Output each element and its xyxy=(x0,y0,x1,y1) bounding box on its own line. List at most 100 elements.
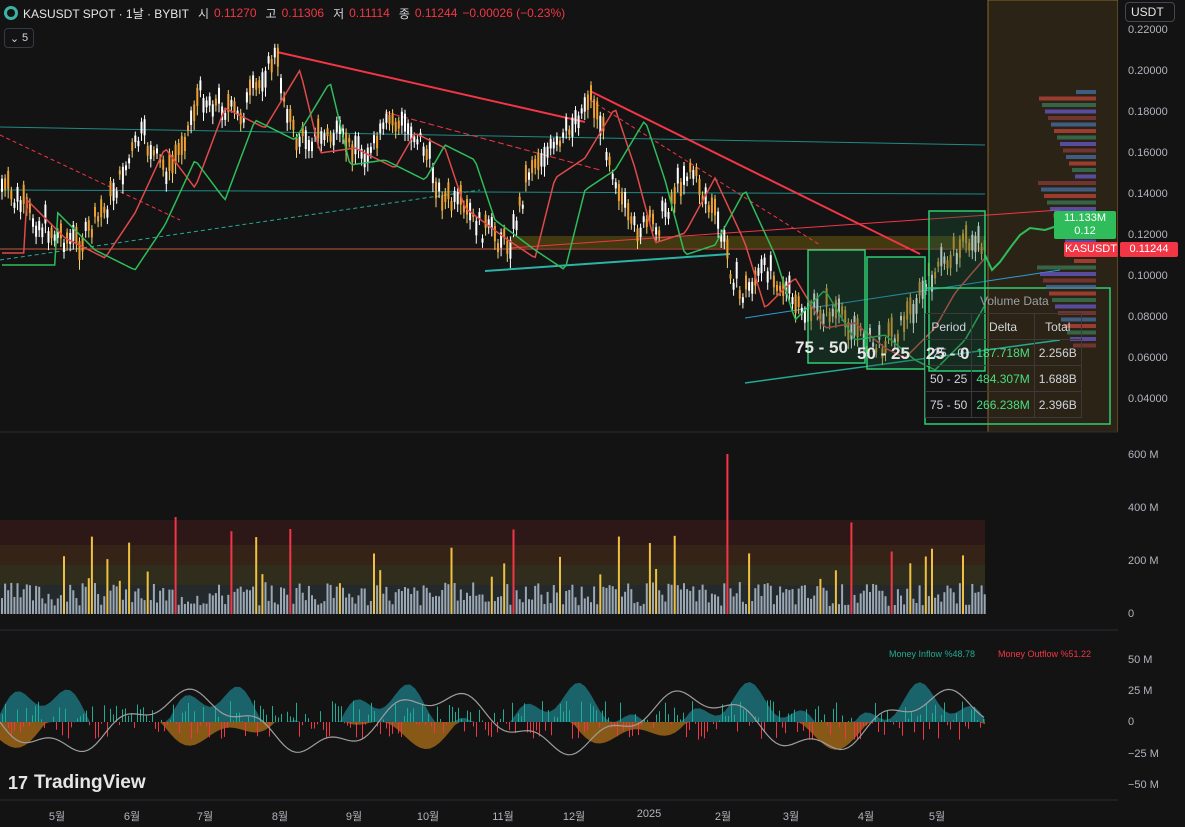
volume-bar xyxy=(199,605,202,614)
candle-body xyxy=(701,195,704,202)
flow-bar xyxy=(869,722,870,723)
volume-bar xyxy=(692,586,695,614)
volume-bar xyxy=(227,594,230,614)
candle-body xyxy=(360,148,363,159)
flow-bar xyxy=(974,706,975,722)
flow-bar xyxy=(239,712,240,722)
flow-bar xyxy=(356,722,357,738)
volume-bar xyxy=(906,588,909,614)
flow-bar xyxy=(629,722,630,738)
volume-bar xyxy=(946,585,949,614)
volume-bar xyxy=(292,603,295,614)
projection-line xyxy=(984,224,1061,272)
volume-bar xyxy=(549,603,552,614)
volume-bar xyxy=(980,585,983,614)
volume-bar xyxy=(385,586,388,614)
volume-bar xyxy=(676,585,679,614)
price-chart[interactable] xyxy=(0,0,1118,827)
candle-body xyxy=(115,191,118,198)
flow-bar xyxy=(683,712,684,722)
candle-body xyxy=(586,94,589,110)
high-value: 0.11306 xyxy=(281,6,325,20)
volume-bar xyxy=(884,596,887,614)
candle-body xyxy=(732,282,735,290)
flow-tick: −50 M xyxy=(1128,779,1159,791)
candle-body xyxy=(78,241,81,261)
flow-bar xyxy=(305,713,306,722)
volume-bar xyxy=(943,592,946,614)
flow-bar xyxy=(155,722,156,729)
volume-bar xyxy=(75,598,78,614)
flow-bar xyxy=(605,701,606,722)
volume-bar xyxy=(896,589,899,614)
flow-bar xyxy=(164,722,165,732)
candle-body xyxy=(4,178,7,190)
flow-bar xyxy=(233,720,234,722)
volume-bar xyxy=(261,574,264,614)
profile-bar xyxy=(1038,181,1096,185)
flow-bar xyxy=(827,722,828,726)
volume-bar xyxy=(754,588,757,614)
profile-bar xyxy=(1047,200,1096,205)
candle-body xyxy=(710,197,713,213)
change-value: −0.00026 (−0.23%) xyxy=(462,6,566,20)
flow-bar xyxy=(584,722,585,733)
candle-body xyxy=(394,121,397,132)
volume-bar xyxy=(276,604,279,614)
volume-bar xyxy=(391,604,394,614)
candle-body xyxy=(174,144,177,165)
flow-bar xyxy=(836,702,837,722)
volume-bar xyxy=(329,584,332,614)
candle-body xyxy=(915,298,918,314)
close-label: 종 xyxy=(398,6,410,21)
flow-bar xyxy=(911,711,912,722)
volume-bar xyxy=(540,594,543,614)
flow-bar xyxy=(260,705,261,722)
tradingview-logo[interactable]: 17 TradingView xyxy=(8,772,146,794)
volume-bar xyxy=(435,595,437,614)
table-row: 25 - 0 187.718M 2.256B xyxy=(924,339,1082,366)
flow-bar xyxy=(746,710,747,722)
currency-button[interactable]: USDT xyxy=(1125,2,1175,22)
flow-bar xyxy=(734,714,735,722)
profile-bar xyxy=(1045,109,1096,114)
flow-bar xyxy=(230,701,231,722)
candle-body xyxy=(689,162,692,173)
volume-bar xyxy=(22,589,25,614)
volume-bar xyxy=(56,598,59,614)
candle-body xyxy=(435,181,437,199)
volume-bar xyxy=(202,603,205,614)
volume-bar xyxy=(149,600,152,614)
flow-bar xyxy=(704,722,705,739)
flow-bar xyxy=(866,722,867,726)
flow-bar xyxy=(140,709,141,722)
flow-bar xyxy=(572,722,573,739)
volume-bar xyxy=(608,585,611,614)
candle-body xyxy=(388,114,391,124)
profile-bar xyxy=(1075,174,1096,179)
flow-bar xyxy=(173,704,174,722)
chart-header: KASUSDT SPOT · 1날 · BYBIT 시 0.11270 고 0.11… xyxy=(4,4,565,22)
volume-bar xyxy=(772,604,775,614)
trendline-up xyxy=(484,253,731,272)
candle-body xyxy=(22,184,25,204)
candle-body xyxy=(580,108,583,114)
flow-bar xyxy=(341,706,342,722)
flow-bar xyxy=(206,722,207,727)
candle-body xyxy=(658,230,661,236)
volume-bar xyxy=(484,601,487,614)
volume-bar xyxy=(159,590,162,614)
volume-bar xyxy=(112,584,115,614)
volume-bar xyxy=(90,536,93,614)
symbol-title[interactable]: KASUSDT SPOT · 1날 · BYBIT xyxy=(23,6,189,21)
candle-body xyxy=(515,220,518,231)
price-tick: 0.08000 xyxy=(1128,311,1168,323)
flow-bar xyxy=(812,722,813,740)
indicators-toggle-button[interactable]: ⌄ 5 xyxy=(4,28,34,48)
volume-bar xyxy=(342,587,344,614)
candle-body xyxy=(537,152,540,170)
volume-bar xyxy=(106,559,109,614)
candle-body xyxy=(794,294,797,313)
flow-bar xyxy=(554,716,555,722)
volume-bar xyxy=(732,596,735,614)
